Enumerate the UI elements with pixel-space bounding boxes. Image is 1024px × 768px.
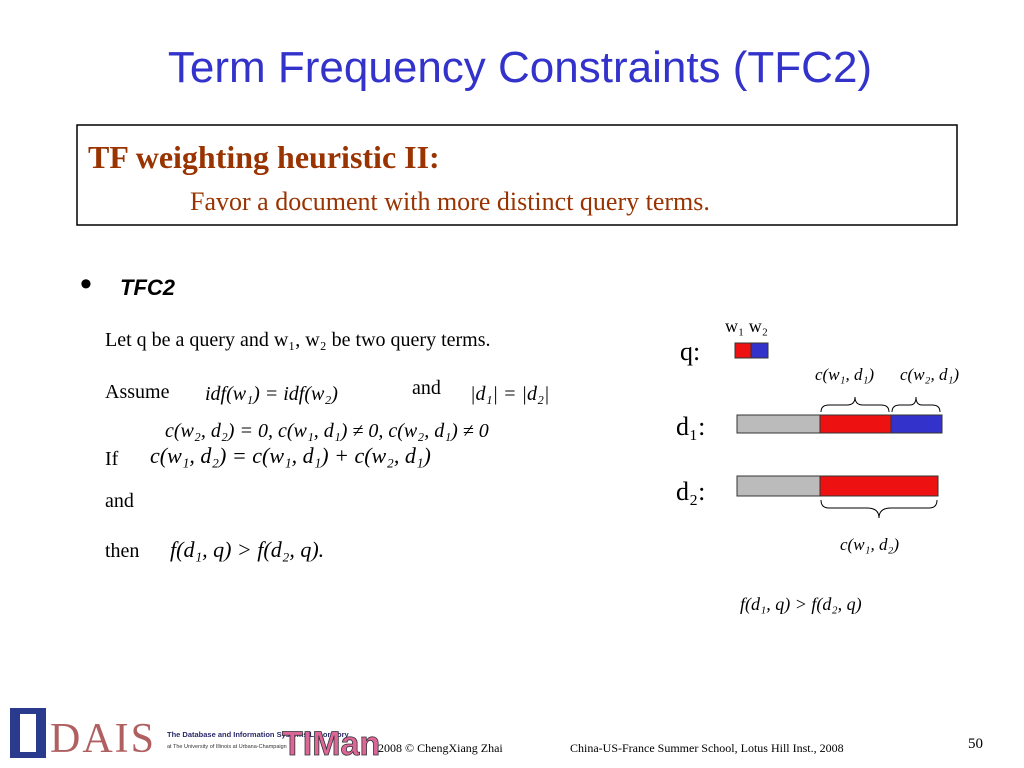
- formula: |d₁| = |d₂|: [470, 383, 549, 405]
- q-label: q:: [680, 337, 700, 366]
- formula: c(w₁, d₂) = c(w₁, d₁) + c(w₂, d₁): [150, 443, 431, 468]
- lab-name: The Database and Information Systems Lab…: [167, 730, 350, 739]
- line: If: [105, 448, 119, 470]
- line: Let q be a query and w₁, w₂ be two query…: [105, 329, 491, 351]
- result: f(d₁, q) > f(d₂, q): [740, 594, 862, 615]
- bullet-label: TFC2: [120, 275, 176, 300]
- timan-logo: TIMan: [282, 725, 380, 763]
- line: Assume: [105, 381, 170, 403]
- d2-label: d₂:: [676, 477, 705, 506]
- slide-title: Term Frequency Constraints (TFC2): [168, 43, 872, 92]
- heuristic-box: [76, 124, 958, 226]
- brace: [891, 396, 941, 413]
- d2-w1: [819, 475, 939, 497]
- box-text: Favor a document with more distinct quer…: [190, 187, 710, 216]
- line: and: [412, 377, 441, 399]
- c-w1-d1: c(w₁, d₁): [815, 365, 874, 384]
- lab-logo: DAIS: [50, 716, 156, 762]
- w2-square: [750, 342, 769, 359]
- bullet-body: Let q be a query and w₁, w₂ be two query…: [105, 329, 549, 562]
- footer: DAIS The Database and Information System…: [10, 708, 983, 763]
- c-w1-d2: c(w₁, d₂): [840, 535, 899, 554]
- copyright: 2008 © ChengXiang Zhai: [378, 741, 503, 755]
- d1-label: d₁:: [676, 412, 705, 441]
- logo-i-inner: [20, 714, 36, 752]
- d2-other: [736, 475, 821, 497]
- lab-sub: at The University of Illinois at Urbana-…: [167, 744, 287, 750]
- d1-other: [736, 414, 821, 434]
- c-w2-d1: c(w₂, d₁): [900, 365, 959, 384]
- terms-label: w₁ w₂: [725, 316, 768, 336]
- line: then: [105, 540, 139, 562]
- brace: [820, 396, 890, 413]
- formula: c(w₂, d₂) = 0, c(w₁, d₁) ≠ 0, c(w₂, d₁) …: [165, 420, 489, 442]
- d1-w1: [819, 414, 892, 434]
- bullet-dot: •: [80, 265, 92, 303]
- line: and: [105, 490, 134, 512]
- box-heading: TF weighting heuristic II:: [88, 139, 440, 175]
- page-number: 50: [968, 736, 983, 752]
- formula: idf(w₁) = idf(w₂): [205, 383, 338, 405]
- diagram: w₁ w₂ q: c(w₁, d₁) c(w₂, d₁) d₁: d₂: c(w…: [676, 316, 959, 615]
- brace: [820, 499, 938, 519]
- d1-w2: [890, 414, 943, 434]
- formula: f(d₁, q) > f(d₂, q).: [170, 537, 324, 562]
- w1-square: [734, 342, 752, 359]
- event: China-US-France Summer School, Lotus Hil…: [570, 741, 844, 755]
